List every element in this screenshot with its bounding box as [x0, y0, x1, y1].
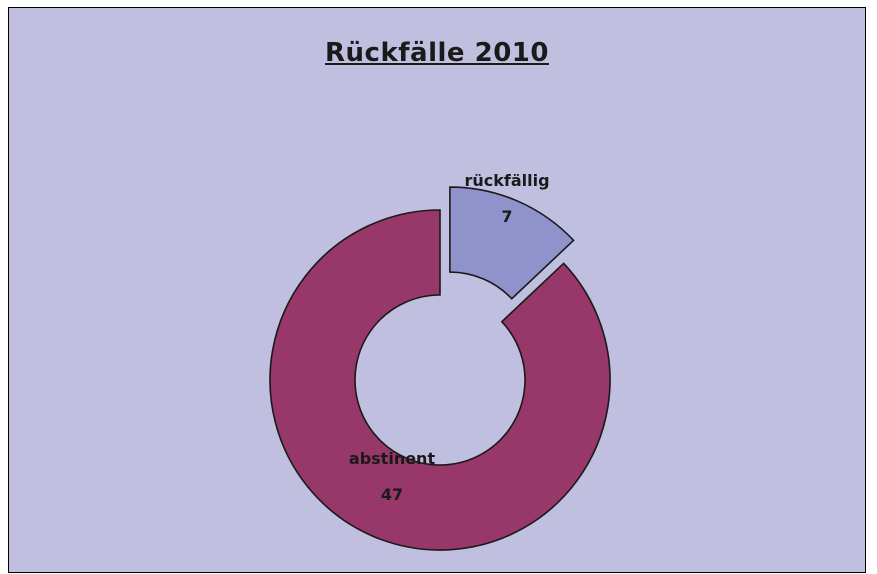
slice-label-name: rückfällig — [464, 171, 549, 190]
slice-label-value: 7 — [501, 207, 512, 226]
slice-label-name: abstinent — [349, 449, 436, 468]
donut-chart: rückfällig 7 abstinent 47 — [269, 171, 611, 551]
donut-slice-rueckfaellig — [449, 186, 575, 300]
donut-slice-abstinent — [269, 209, 611, 551]
chart-area: Rückfälle 2010 rückfällig 7 abstinent 47 — [8, 7, 866, 573]
chart-title: Rückfälle 2010 — [325, 38, 549, 68]
slice-label-value: 47 — [381, 485, 403, 504]
